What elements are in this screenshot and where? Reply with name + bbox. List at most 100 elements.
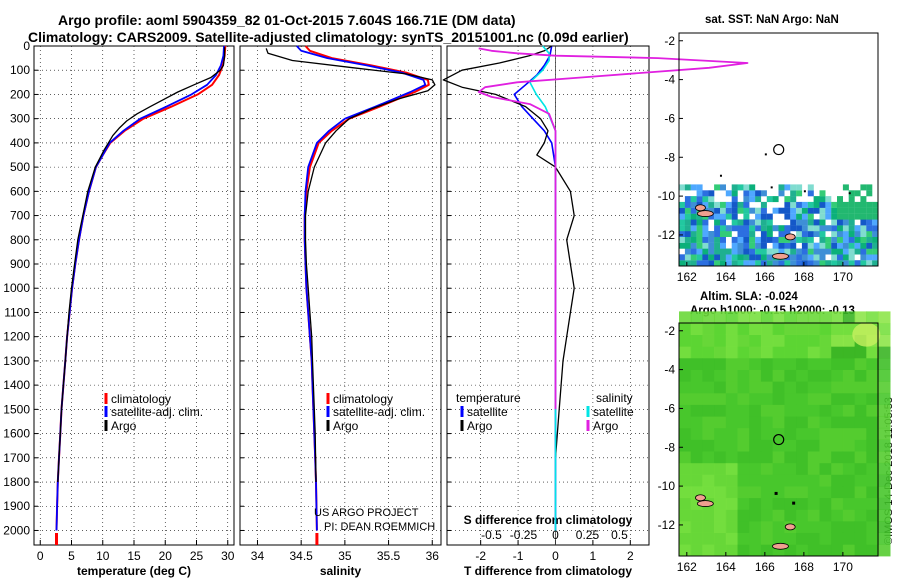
- altimetry-cell: [831, 439, 844, 452]
- sst-cell: [684, 207, 691, 214]
- altimetry-cell: [737, 392, 750, 405]
- sst-cell: [720, 254, 726, 261]
- altimetry-cell: [749, 392, 762, 405]
- sst-cell: [801, 236, 808, 243]
- sst-cell: [872, 213, 879, 220]
- altimetry-cell: [831, 532, 844, 545]
- sst-cell: [749, 219, 756, 226]
- altimetry-cell: [796, 416, 809, 429]
- sst-cell: [778, 231, 785, 237]
- sst-cell: [725, 260, 732, 267]
- sst-cell: [684, 254, 691, 261]
- sst-cell: [807, 219, 814, 226]
- altimetry-cell: [878, 381, 891, 394]
- altimetry-cell: [690, 381, 704, 394]
- sst-cell: [825, 260, 832, 267]
- sst-cell: [708, 254, 715, 261]
- altimetry-cell: [760, 497, 774, 510]
- sst-speck: [719, 174, 722, 177]
- sst-cell: [848, 207, 855, 214]
- sst-cell: [860, 219, 867, 226]
- altimetry-cell: [702, 404, 715, 417]
- sst-cell: [796, 236, 803, 243]
- temperature-legend-climatology-label: climatology: [111, 392, 171, 406]
- sst-cell: [690, 207, 697, 214]
- sst-cell: [807, 207, 814, 214]
- sst-cell: [720, 219, 726, 226]
- altimetry-cell: [842, 381, 856, 394]
- altimetry-cell: [784, 311, 797, 324]
- sst-cell: [679, 201, 685, 208]
- sst-cell: [702, 231, 709, 237]
- altimetry-cell: [796, 334, 809, 347]
- sst-cell: [731, 260, 738, 267]
- altimetry-cell: [760, 544, 774, 557]
- sst-cell: [679, 184, 685, 191]
- sst-cell: [749, 225, 756, 232]
- altimetry-cell: [702, 544, 715, 557]
- sst-cell: [807, 248, 814, 255]
- altimetry-cell: [854, 416, 868, 429]
- sst-cell: [690, 242, 697, 249]
- altimetry-cell: [725, 416, 739, 429]
- depth-tick-label: 100: [10, 63, 30, 77]
- depth-tick-label: 900: [10, 257, 30, 271]
- sst-cell: [842, 254, 849, 261]
- altimetry-cell: [702, 323, 715, 335]
- sst-cell: [807, 225, 814, 232]
- sst-cell: [725, 207, 732, 214]
- sst-map-title: sat. SST: NaN Argo: NaN: [705, 14, 839, 26]
- altimetry-cell: [819, 358, 832, 370]
- altimetry-cell: [702, 346, 715, 359]
- sst-cell: [679, 254, 685, 261]
- altimetry-cell: [772, 346, 786, 359]
- sst-cell: [760, 242, 767, 249]
- altimetry-high-patch: [852, 322, 881, 347]
- altimetry-cell: [784, 346, 797, 359]
- altimetry-cell: [842, 532, 856, 545]
- sst-map-island: [784, 233, 796, 241]
- sst-cell: [702, 190, 709, 197]
- altimetry-cell: [679, 311, 692, 324]
- difference-tick-label: -2: [475, 549, 486, 563]
- altimetry-cell: [702, 509, 715, 522]
- sst-cell: [743, 236, 750, 243]
- sst-map-argo-location-marker: [773, 143, 785, 156]
- altimetry-cell: [807, 427, 821, 440]
- altimetry-cell: [772, 334, 786, 347]
- altimetry-cell: [679, 521, 692, 533]
- temperature-tick-label: 30: [221, 549, 235, 563]
- altimetry-cell: [760, 509, 774, 522]
- temperature-tick-label: 20: [159, 549, 173, 563]
- altimetry-cell: [725, 381, 739, 394]
- sst-cell: [737, 219, 744, 226]
- altimetry-cell: [866, 474, 879, 487]
- salinity-argo-line: [265, 48, 436, 483]
- difference-axis-label: T difference from climatology: [464, 564, 632, 578]
- altimetry-cell: [737, 439, 750, 452]
- altimetry-cell: [796, 369, 809, 382]
- sst-map-island: [695, 204, 706, 212]
- altimetry-cell: [819, 311, 832, 324]
- altimetry-cell: [702, 358, 715, 370]
- sst-cell: [755, 254, 762, 261]
- sst-cell: [690, 236, 697, 243]
- altimetry-cell: [690, 462, 704, 475]
- sst-cell: [831, 248, 838, 255]
- sst-cell: [772, 242, 779, 249]
- altimetry-cell: [807, 462, 821, 475]
- altimetry-cell: [737, 486, 750, 499]
- sst-cell: [866, 190, 873, 197]
- altimetry-cell: [784, 358, 797, 370]
- sst-cell: [690, 225, 697, 232]
- sst-cell: [837, 248, 843, 255]
- sst-cell: [801, 213, 808, 220]
- sst-cell: [731, 225, 738, 232]
- sst-cell: [807, 201, 814, 208]
- altimetry-cell: [702, 451, 715, 464]
- altimetry-cell: [831, 416, 844, 429]
- altimetry-cell: [807, 392, 821, 405]
- sst-cell: [760, 231, 767, 237]
- altimetry-cell: [866, 392, 879, 405]
- altimetry-cell: [690, 392, 704, 405]
